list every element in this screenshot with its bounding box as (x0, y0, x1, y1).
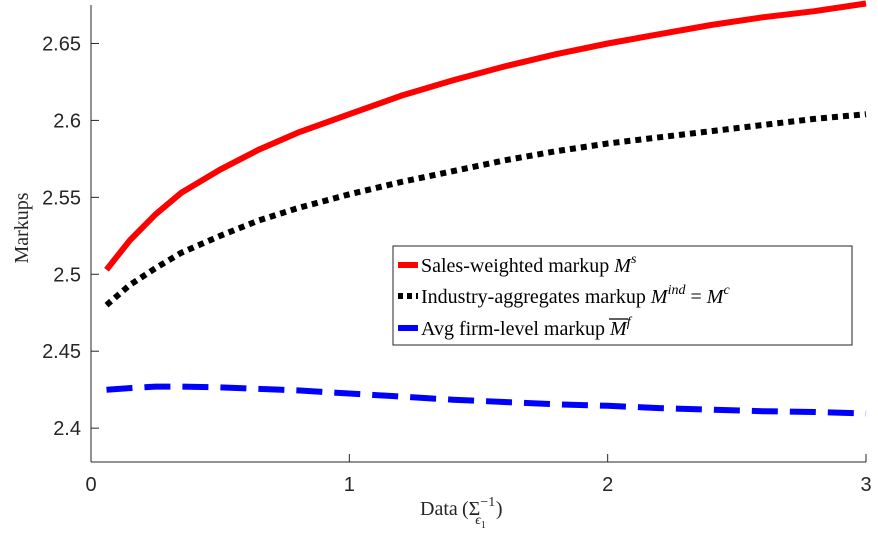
plot-frame (90, 5, 866, 463)
legend-label-1: Sales-weighted markup Ms (421, 252, 637, 277)
legend-items: Sales-weighted markup Ms Industry-aggrega… (398, 252, 730, 340)
x-axis-label: Data (420, 498, 458, 520)
legend-math-rhs: M (706, 286, 725, 308)
y-tick-label: 2.55 (42, 187, 81, 209)
x-tick-label: 3 (860, 474, 871, 496)
y-tick-label: 2.5 (53, 264, 81, 286)
legend-math-sup: ind (668, 283, 687, 298)
x-label-open-paren: ( (462, 498, 469, 520)
y-tick-label: 2.6 (53, 110, 81, 132)
legend-math-eq: = (685, 286, 706, 308)
legend-math-base: M (613, 255, 632, 277)
ticks-layer: 0 1 2 3 2.4 2.45 2.5 2.55 2.6 2.65 (42, 33, 872, 496)
y-axis-label: Markups (11, 192, 33, 263)
x-tick-label: 2 (602, 474, 613, 496)
x-axis-label-math: (Σ−1 ϵ1) (462, 495, 503, 531)
x-label-sup: −1 (480, 495, 495, 510)
x-label-symbol: Σ (469, 498, 481, 520)
series-layer (104, 0, 867, 417)
x-label-subsub: 1 (481, 520, 486, 531)
series-line-3 (106, 383, 867, 417)
x-label-sub: ϵ (475, 513, 482, 528)
legend-label-3: Avg firm-level markup Mf (421, 315, 633, 340)
legend-math-base: M (650, 286, 669, 308)
y-tick-label: 2.45 (42, 341, 81, 363)
legend-label-2: Industry-aggregates markup Mind = Mc (421, 283, 730, 308)
legend-box (392, 245, 853, 346)
legend: Sales-weighted markup Ms Industry-aggrega… (392, 245, 853, 346)
x-axis-label-text: Data (420, 498, 458, 520)
legend-math-sup: f (627, 315, 633, 330)
y-tick-label: 2.65 (42, 33, 81, 55)
legend-math-rhs-sup: c (723, 283, 730, 298)
y-tick-label: 2.4 (53, 418, 81, 440)
legend-math-base: M (609, 318, 628, 340)
x-label-close-paren: ) (496, 498, 503, 520)
legend-name: Avg firm-level markup (421, 318, 610, 340)
legend-name: Industry-aggregates markup (421, 286, 651, 308)
legend-name: Sales-weighted markup (421, 255, 614, 277)
x-tick-label: 1 (344, 474, 355, 496)
legend-math-sup: s (631, 252, 637, 267)
series-line-1 (104, 0, 867, 272)
x-tick-label: 0 (85, 474, 96, 496)
